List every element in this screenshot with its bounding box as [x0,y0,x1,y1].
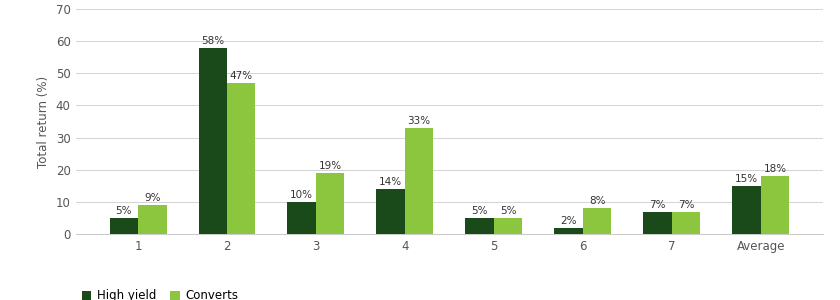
Y-axis label: Total return (%): Total return (%) [37,75,50,168]
Legend: High yield, Converts: High yield, Converts [81,290,239,300]
Text: 19%: 19% [318,161,342,171]
Bar [554,228,583,234]
Bar [405,128,433,234]
Text: 10%: 10% [291,190,313,200]
Text: 5%: 5% [500,206,517,216]
Bar [138,205,166,234]
Text: 5%: 5% [471,206,488,216]
Bar [761,176,790,234]
Bar [494,218,522,234]
Text: 7%: 7% [678,200,695,210]
Text: 8%: 8% [589,196,606,206]
Text: 15%: 15% [735,174,758,184]
Bar [287,202,316,234]
Text: 7%: 7% [649,200,666,210]
Text: 18%: 18% [764,164,786,174]
Bar [109,218,138,234]
Bar [227,83,255,234]
Text: 14%: 14% [379,177,402,187]
Text: 33%: 33% [407,116,431,126]
Bar [376,189,405,234]
Bar [672,212,701,234]
Text: 58%: 58% [202,36,224,46]
Bar [583,208,612,234]
Text: 2%: 2% [560,216,577,226]
Text: 9%: 9% [144,193,160,203]
Bar [316,173,344,234]
Text: 5%: 5% [116,206,132,216]
Bar [198,48,227,234]
Bar [643,212,672,234]
Bar [732,186,761,234]
Text: 47%: 47% [229,71,253,81]
Bar [465,218,494,234]
